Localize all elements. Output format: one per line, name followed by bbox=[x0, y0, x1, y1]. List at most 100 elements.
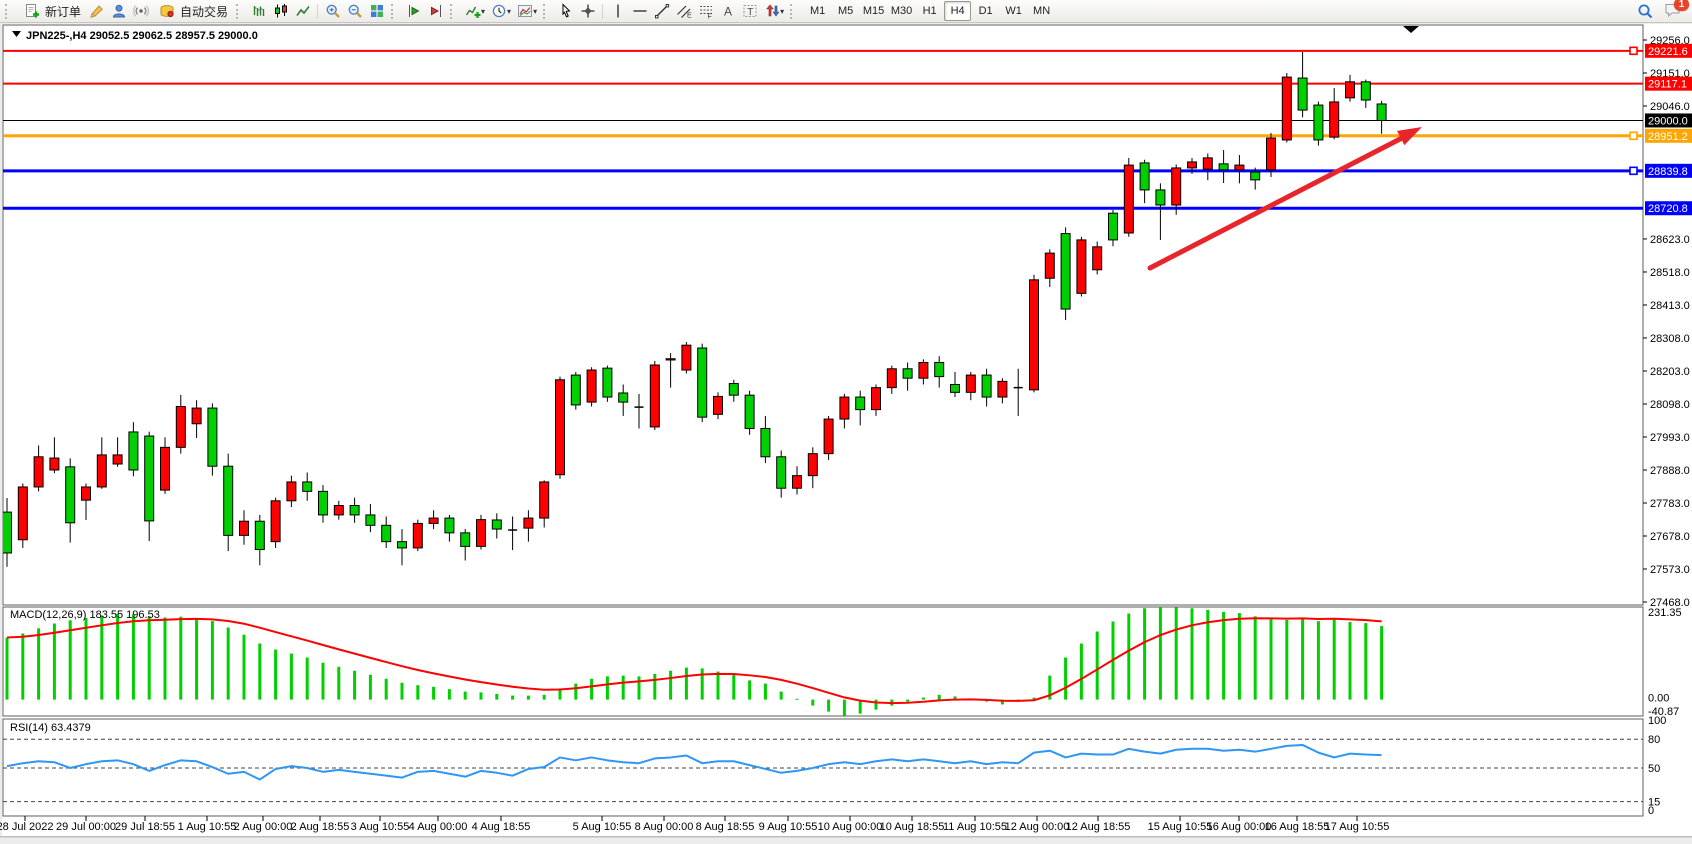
search-icon[interactable] bbox=[1635, 2, 1656, 21]
toolbar-grip[interactable] bbox=[450, 3, 457, 19]
macd-histogram-bar bbox=[37, 628, 41, 700]
candle-body bbox=[997, 380, 1008, 398]
cursor-icon[interactable] bbox=[555, 2, 576, 21]
candlestick bbox=[1202, 153, 1213, 181]
macd-histogram-bar bbox=[684, 667, 688, 700]
horizontal-line-icon[interactable] bbox=[629, 2, 650, 21]
text-icon[interactable]: A bbox=[717, 2, 738, 21]
fibonacci-icon[interactable]: F bbox=[695, 2, 716, 21]
timeframe-button-m15[interactable]: M15 bbox=[862, 5, 885, 17]
toolbar-grip[interactable] bbox=[236, 3, 243, 19]
macd-histogram-bar bbox=[274, 649, 278, 700]
crosshair-icon[interactable] bbox=[577, 2, 598, 21]
line-handle[interactable] bbox=[1629, 46, 1638, 56]
templates-dropdown-caret[interactable]: ▾ bbox=[533, 6, 538, 16]
macd-histogram-bar bbox=[700, 668, 704, 700]
macd-histogram-bar bbox=[226, 627, 230, 700]
templates-icon[interactable] bbox=[514, 2, 535, 21]
symbol-dropdown-icon[interactable] bbox=[12, 31, 21, 37]
crayon-icon[interactable] bbox=[86, 2, 107, 21]
candle-body bbox=[286, 481, 297, 502]
candlestick bbox=[1376, 100, 1387, 134]
notification-badge[interactable]: 1 bbox=[1674, 0, 1689, 11]
trend-arrow-line[interactable] bbox=[1147, 135, 1405, 271]
time-axis-label: 15 Aug 10:55 bbox=[1148, 821, 1213, 833]
candle-body bbox=[1155, 189, 1166, 206]
candlestick bbox=[728, 379, 739, 402]
macd-histogram-bar bbox=[368, 674, 372, 700]
price-chart[interactable]: 29256.029151.029046.028623.028518.028413… bbox=[0, 23, 1692, 844]
candle-body bbox=[365, 514, 376, 526]
chat-button[interactable]: 1 bbox=[1664, 0, 1689, 21]
timeframe-button-w1[interactable]: W1 bbox=[1005, 5, 1022, 17]
timeframe-button-m5[interactable]: M5 bbox=[837, 5, 854, 17]
candlestick bbox=[49, 437, 60, 474]
autotrading-button[interactable]: 自动交易 bbox=[152, 1, 232, 21]
candlestick bbox=[776, 450, 787, 498]
candle-body bbox=[1218, 163, 1229, 171]
timeframe-button-h4[interactable]: H4 bbox=[944, 1, 972, 21]
candle-body bbox=[1313, 104, 1324, 141]
candlestick bbox=[191, 400, 202, 438]
timeframe-button-h1[interactable]: H1 bbox=[922, 5, 937, 17]
bar-chart-icon[interactable] bbox=[248, 2, 269, 21]
arrows-dropdown-caret[interactable]: ▾ bbox=[780, 6, 785, 16]
new-order-button[interactable]: 新订单 bbox=[17, 1, 85, 21]
trend-arrow-head[interactable] bbox=[1397, 127, 1422, 146]
line-handle[interactable] bbox=[1629, 166, 1638, 176]
candle-body bbox=[744, 394, 755, 429]
candle-body bbox=[1108, 212, 1118, 241]
indicators-icon[interactable] bbox=[462, 2, 483, 21]
price-axis-label: 27573.0 bbox=[1650, 564, 1690, 576]
auto-scroll-icon[interactable] bbox=[403, 2, 424, 21]
zoom-out-icon[interactable] bbox=[344, 2, 365, 21]
candlestick bbox=[523, 510, 534, 542]
equidistant-channel-icon[interactable]: E bbox=[673, 2, 694, 21]
toolbar-grip[interactable] bbox=[543, 3, 550, 19]
candle-body bbox=[381, 524, 392, 543]
trendline-icon[interactable] bbox=[651, 2, 672, 21]
chart-shift-marker[interactable] bbox=[1403, 26, 1419, 33]
toolbar-grip[interactable] bbox=[5, 3, 12, 19]
time-axis-label: 10 Aug 00:00 bbox=[818, 821, 883, 833]
macd-histogram-bar bbox=[874, 699, 878, 710]
toolbar-grip[interactable] bbox=[391, 3, 398, 19]
candlestick bbox=[254, 514, 265, 566]
toolbar-grip[interactable] bbox=[790, 3, 797, 19]
zoom-in-icon[interactable] bbox=[322, 2, 343, 21]
svg-text:F: F bbox=[707, 14, 711, 20]
candle-body bbox=[886, 368, 897, 389]
macd-histogram-bar bbox=[669, 670, 673, 700]
candle-body bbox=[1139, 162, 1150, 191]
candle-body bbox=[981, 374, 992, 398]
time-axis-label: 8 Aug 18:55 bbox=[696, 821, 755, 833]
candle-body bbox=[523, 517, 534, 529]
periods-icon[interactable] bbox=[488, 2, 509, 21]
price-line-badge bbox=[1645, 128, 1692, 143]
trader-icon[interactable] bbox=[108, 2, 129, 21]
candlestick bbox=[17, 483, 28, 548]
signal-icon[interactable] bbox=[130, 2, 151, 21]
periods-dropdown-caret[interactable]: ▾ bbox=[507, 6, 512, 16]
timeframe-button-d1[interactable]: D1 bbox=[978, 5, 993, 17]
macd-pane-border bbox=[2, 606, 1644, 717]
price-axis-label: 27678.0 bbox=[1650, 531, 1690, 543]
price-axis-label: 28518.0 bbox=[1650, 267, 1690, 279]
timeframe-button-m30[interactable]: M30 bbox=[890, 5, 913, 17]
price-axis-label: 29046.0 bbox=[1650, 101, 1690, 113]
candlestick-chart-icon[interactable] bbox=[270, 2, 291, 21]
tile-windows-icon[interactable] bbox=[366, 2, 387, 21]
text-label-icon[interactable]: T bbox=[739, 2, 760, 21]
macd-scale-label: 0.00 bbox=[1648, 693, 1669, 705]
line-chart-icon[interactable] bbox=[292, 2, 313, 21]
line-handle[interactable] bbox=[1629, 131, 1638, 141]
candlestick bbox=[681, 342, 692, 374]
indicators-dropdown-caret[interactable]: ▾ bbox=[481, 6, 486, 16]
macd-histogram-bar bbox=[1190, 608, 1194, 700]
arrows-icon[interactable] bbox=[761, 2, 782, 21]
chart-shift-icon[interactable] bbox=[425, 2, 446, 21]
timeframe-button-mn[interactable]: MN bbox=[1033, 5, 1051, 17]
timeframe-button-m1[interactable]: M1 bbox=[809, 5, 826, 17]
vertical-line-icon[interactable] bbox=[607, 2, 628, 21]
candlestick bbox=[96, 437, 107, 489]
